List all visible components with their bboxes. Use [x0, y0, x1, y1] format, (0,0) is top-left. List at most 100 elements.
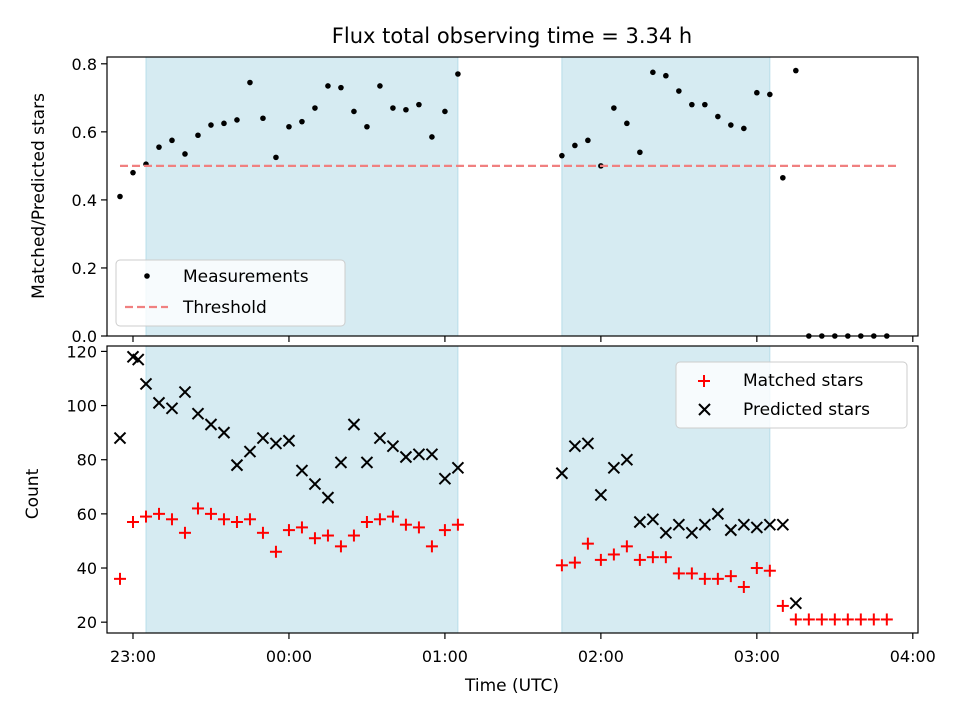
measurement-point [754, 89, 760, 96]
matched-stars-point [698, 572, 711, 585]
matched-stars-point [880, 613, 893, 626]
matched-stars-point [776, 599, 789, 612]
predicted-stars-point [607, 461, 621, 475]
predicted-stars-point [243, 445, 257, 458]
legend-matched-label: Matched stars [743, 371, 863, 391]
measurement-point [156, 144, 162, 150]
predicted-stars-point [131, 353, 145, 366]
matched-stars-point [295, 521, 308, 534]
predicted-stars-point [139, 377, 153, 391]
matched-stars-point [425, 540, 438, 553]
y-tick-label: 0.4 [72, 191, 97, 210]
y-tick-label: 20 [77, 613, 97, 632]
measurement-point [650, 69, 656, 76]
predicted-stars-point [776, 518, 790, 531]
measurement-point [221, 120, 227, 127]
matched-stars-point [308, 532, 321, 545]
chart-title: Flux total observing time = 3.34 h [332, 24, 692, 48]
matched-stars-point [204, 507, 217, 520]
matched-stars-point [321, 529, 334, 542]
matched-stars-point [854, 613, 867, 626]
observing-window-band-1 [145, 345, 459, 634]
predicted-stars-point [581, 437, 595, 450]
y-tick-label: 120 [66, 342, 97, 361]
predicted-stars-point [321, 491, 335, 504]
ratio-legend: Measurements Threshold [115, 259, 346, 327]
count-axes-frame [106, 345, 919, 634]
matched-stars-point [555, 559, 568, 572]
matched-stars-point [815, 613, 828, 626]
matched-stars-point [711, 572, 724, 585]
predicted-stars-point [412, 448, 426, 461]
predicted-stars-point [789, 597, 803, 610]
x-axis-label: Time (UTC) [464, 676, 559, 696]
predicted-stars-point [438, 472, 452, 485]
count-y-axis-label: Count [23, 468, 43, 519]
predicted-stars-point [568, 439, 582, 453]
matched-stars-point [685, 567, 698, 580]
measurement-point [715, 113, 721, 120]
predicted-stars-point [633, 515, 647, 529]
y-tick-label: 60 [77, 505, 97, 524]
measurement-point [780, 174, 786, 181]
ratio-legend-box [115, 259, 346, 327]
ratio-observing-windows [145, 56, 771, 337]
measurement-point [299, 118, 305, 125]
measurement-point [338, 84, 344, 91]
measurement-point [624, 120, 630, 127]
predicted-stars-point [360, 456, 374, 469]
matched-stars-point [386, 510, 399, 523]
x-tick-label: 03:00 [734, 647, 780, 666]
measurement-point [130, 169, 136, 176]
predicted-stars-point [711, 507, 725, 521]
measurement-point [637, 149, 643, 156]
matched-stars-point [633, 553, 646, 566]
predicted-stars-point [308, 477, 322, 491]
ratio-axes-frame [106, 56, 919, 337]
matched-stars-point [867, 613, 880, 626]
matched-stars-point [373, 513, 386, 526]
matched-stars-point [672, 567, 685, 580]
matched-stars-point [360, 515, 373, 528]
matched-stars-point [347, 529, 360, 542]
measurement-point [117, 193, 123, 200]
measurement-point [390, 105, 396, 111]
matched-stars-point [659, 551, 672, 564]
predicted-stars-point [620, 453, 634, 466]
x-tick-label: 23:00 [110, 647, 156, 666]
measurement-point [585, 137, 591, 144]
measurement-point [182, 151, 188, 157]
count-x-ticks: 23:00 00:00 01:00 02:00 03:00 04:00 [110, 633, 936, 666]
matched-stars-point [594, 553, 607, 566]
measurement-point [247, 79, 253, 86]
matched-stars-point [581, 537, 594, 550]
measurement-point [195, 132, 201, 139]
predicted-stars-point [451, 461, 465, 475]
measurement-point [559, 152, 565, 159]
predicted-stars-point [698, 518, 712, 531]
measurement-point [455, 71, 461, 77]
measurement-point [403, 106, 409, 113]
matched-stars-point [334, 540, 347, 553]
matched-stars-point [165, 513, 178, 526]
matched-stars-point [568, 556, 581, 569]
legend-measurements-label: Measurements [183, 267, 309, 287]
matched-stars-point [178, 526, 191, 539]
y-tick-label: 40 [77, 559, 97, 578]
legend-measurements-marker [144, 273, 150, 279]
y-tick-label: 0.8 [72, 55, 97, 74]
predicted-stars-point [269, 437, 283, 450]
measurement-point [728, 122, 734, 128]
predicted-stars-point [217, 426, 231, 439]
measurement-point [273, 154, 279, 161]
predicted-stars-point [685, 526, 699, 540]
predicted-stars-point [724, 523, 738, 537]
y-tick-label: 0.0 [72, 327, 97, 346]
predicted-stars-point [295, 464, 309, 477]
x-tick-label: 00:00 [266, 647, 312, 666]
predicted-stars-point [594, 488, 608, 502]
matched-stars-point [737, 580, 750, 593]
predicted-stars-point [165, 402, 179, 415]
predicted-stars-point [386, 439, 400, 453]
